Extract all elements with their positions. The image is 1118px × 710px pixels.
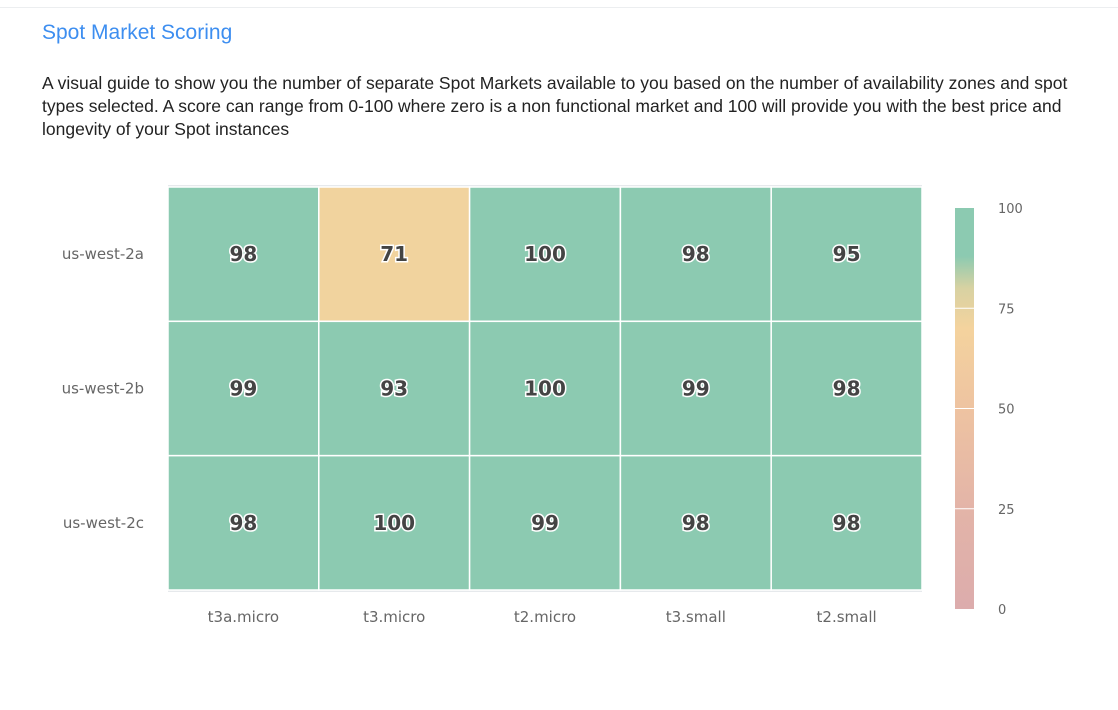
heatmap-cell[interactable]: [468, 320, 622, 457]
cell-value-label: 98: [833, 377, 861, 401]
cell-value-label: 98: [229, 511, 257, 535]
cell-value-label: 98: [682, 242, 710, 266]
colorbar-tick-label: 100: [998, 202, 1023, 217]
heatmap-cell[interactable]: [770, 186, 923, 323]
cell-value-label: 95: [833, 242, 861, 266]
heatmap-cell[interactable]: [619, 320, 772, 457]
heatmap-cell[interactable]: [318, 320, 471, 457]
heatmap-cell[interactable]: [167, 320, 320, 457]
heatmap-cell[interactable]: [318, 454, 471, 591]
x-tick-label: t2.small: [817, 608, 877, 626]
heatmap-cell[interactable]: [770, 320, 923, 457]
top-divider: [0, 7, 1118, 8]
y-tick-label: us-west-2c: [63, 514, 144, 532]
cell-value-label: 71: [380, 242, 408, 266]
heatmap-cell[interactable]: [468, 454, 622, 591]
y-tick-label: us-west-2b: [62, 380, 144, 398]
heatmap-cell[interactable]: [619, 186, 772, 323]
cell-value-label: 100: [524, 377, 566, 401]
cell-value-label: 100: [373, 511, 415, 535]
cell-value-label: 100: [524, 242, 566, 266]
cell-value-label: 98: [229, 242, 257, 266]
x-tick-label: t3.micro: [363, 608, 425, 626]
x-tick-label: t3.small: [666, 608, 726, 626]
colorbar-tick-label: 0: [998, 603, 1006, 618]
description: A visual guide to show you the number of…: [42, 73, 1068, 139]
cell-value-label: 93: [380, 377, 408, 401]
heatmap-cell[interactable]: [619, 454, 772, 591]
colorbar-tick-label: 75: [998, 302, 1015, 317]
heatmap-cell[interactable]: [318, 186, 471, 323]
cell-value-label: 98: [833, 511, 861, 535]
x-tick-label: t2.micro: [514, 608, 576, 626]
cell-value-label: 99: [682, 377, 710, 401]
colorbar-tick-label: 25: [998, 503, 1015, 518]
page-title: Spot Market Scoring: [42, 21, 233, 44]
cell-value-label: 98: [682, 511, 710, 535]
heatmap-cell[interactable]: [770, 454, 923, 591]
y-tick-label: us-west-2a: [62, 245, 144, 263]
colorbar-tick-label: 50: [998, 403, 1015, 418]
heatmap-cell[interactable]: [167, 454, 320, 591]
x-tick-label: t3a.micro: [208, 608, 279, 626]
cell-value-label: 99: [229, 377, 257, 401]
cell-value-label: 99: [531, 511, 559, 535]
